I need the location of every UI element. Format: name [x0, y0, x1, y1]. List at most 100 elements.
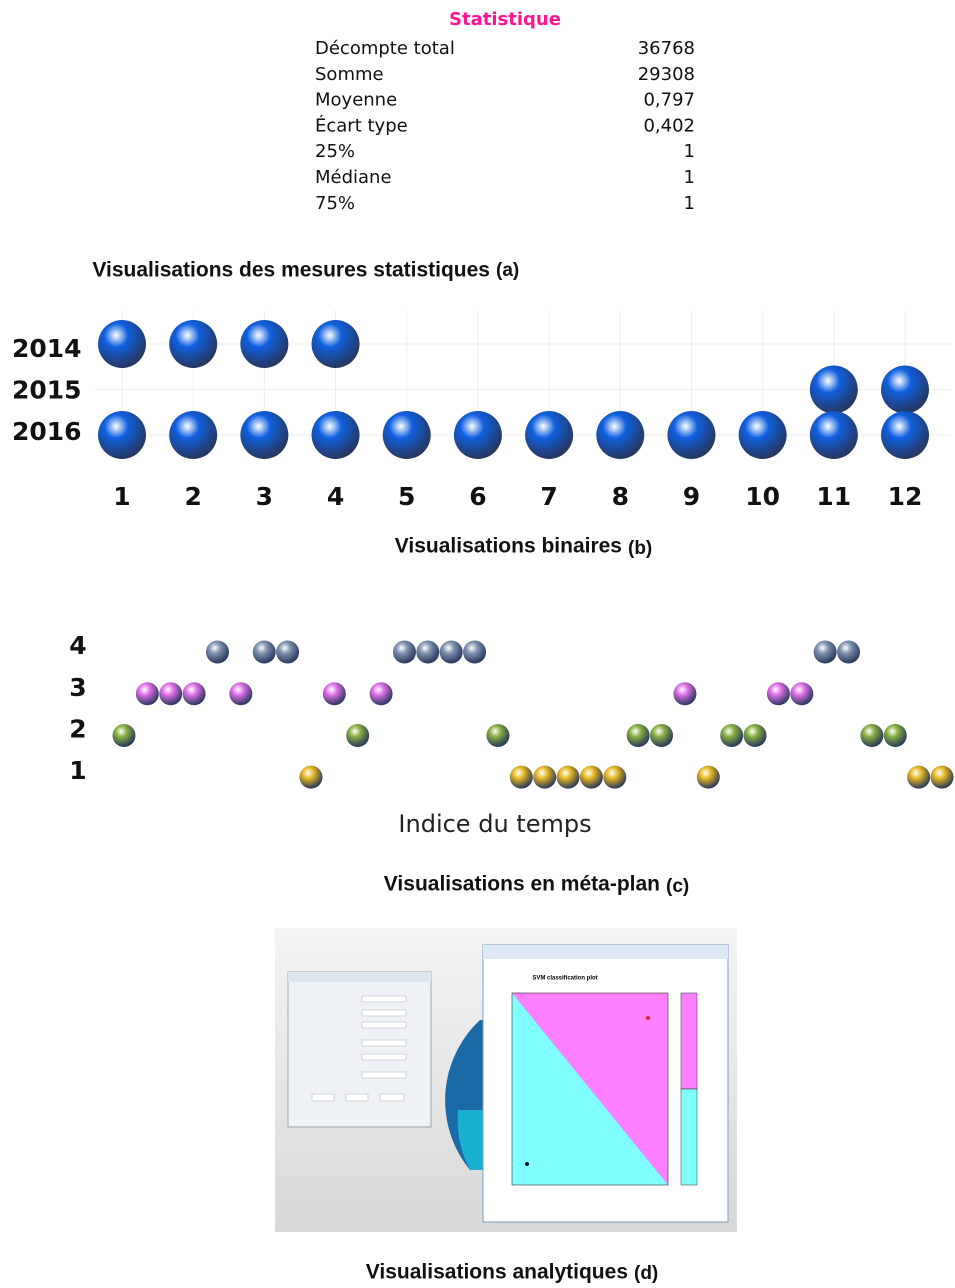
y-tick-label: 2: [69, 714, 86, 743]
plot-titlebar: [483, 945, 728, 959]
dot: [98, 411, 146, 459]
dot: [369, 682, 393, 706]
x-tick-label: 8: [612, 482, 629, 511]
dot: [603, 765, 627, 789]
marker: [525, 1162, 529, 1166]
y-tick-label: 1: [69, 756, 86, 785]
x-tick-label: 4: [327, 482, 344, 511]
row-label: Écart type: [315, 114, 408, 136]
dot: [579, 765, 603, 789]
y-tick-label: 2015: [12, 376, 82, 405]
marker: [646, 1016, 650, 1020]
dot: [809, 365, 858, 414]
row-value: 36768: [638, 38, 695, 59]
dot: [240, 411, 289, 459]
dot: [533, 765, 557, 789]
caption-label: (c): [666, 876, 689, 897]
dot: [766, 682, 790, 706]
x-tick-label: 7: [540, 482, 557, 511]
y-tick-label: 2016: [12, 417, 82, 446]
stats-table: Décompte total 36768 Somme 29308 Moyenne 0,79…: [315, 38, 695, 214]
row-label: Décompte total: [315, 38, 455, 59]
x-tick-label: 11: [816, 482, 851, 511]
dot: [673, 682, 697, 706]
x-tick-label: 9: [683, 482, 700, 511]
dot: [930, 765, 954, 789]
row-label: Médiane: [315, 167, 392, 188]
dot: [159, 682, 183, 706]
dialog-fields: [311, 995, 407, 1102]
row-value: 0,402: [643, 115, 695, 136]
caption-label: (d): [634, 1263, 658, 1284]
dot: [392, 640, 416, 664]
dot: [883, 723, 907, 747]
dot: [299, 765, 323, 789]
dot: [98, 320, 146, 368]
dot: [240, 320, 289, 368]
y-tick-label: 3: [69, 673, 86, 702]
dot: [907, 765, 931, 789]
dot: [252, 640, 276, 664]
dot: [112, 723, 136, 747]
x-tick-label: 6: [469, 482, 486, 511]
dot: [881, 411, 929, 459]
x-tick-label: 3: [256, 482, 273, 511]
colorbar: [680, 1088, 698, 1186]
y-tick-label: 2014: [12, 334, 82, 363]
y-tick-label: 4: [69, 631, 86, 660]
plot-frame: [511, 992, 669, 1186]
dot: [229, 682, 253, 706]
x-tick-label: 2: [184, 482, 201, 511]
caption-label: (a): [496, 260, 519, 281]
dot: [860, 723, 884, 747]
dot: [743, 723, 767, 747]
dot: [696, 765, 720, 789]
screenshot: SVM classification plot: [275, 928, 737, 1232]
caption: Visualisations analytiques: [366, 1261, 628, 1284]
caption: Visualisations en méta-plan: [384, 873, 660, 896]
dot: [626, 723, 650, 747]
row-value: 1: [684, 141, 695, 162]
dot: [738, 411, 787, 459]
dot: [322, 682, 346, 706]
dot: [525, 411, 574, 459]
row-label: Somme: [315, 64, 384, 85]
dialog-titlebar: [288, 972, 431, 982]
dot: [486, 723, 510, 747]
dot: [169, 320, 218, 368]
row-value: 1: [684, 193, 695, 214]
x-axis-label: Indice du temps: [398, 810, 591, 838]
dot: [809, 411, 858, 459]
dot: [509, 765, 533, 789]
dot: [311, 411, 360, 459]
dot: [276, 640, 300, 664]
plot-region: [512, 993, 668, 1185]
plot-title: SVM classification plot: [532, 976, 597, 982]
dot: [650, 723, 674, 747]
dot: [169, 411, 218, 459]
dot: [463, 640, 487, 664]
dot: [382, 411, 431, 459]
x-tick-label: 10: [745, 482, 780, 511]
row-value: 29308: [638, 64, 695, 85]
dot: [439, 640, 463, 664]
caption: Visualisations des mesures statistiques: [92, 259, 490, 282]
dot: [790, 682, 814, 706]
x-tick-label: 12: [888, 482, 923, 511]
dot: [667, 411, 716, 459]
dot: [135, 682, 159, 706]
row-label: 75%: [315, 193, 355, 214]
dot: [453, 411, 502, 459]
dot: [556, 765, 580, 789]
dot: [182, 682, 206, 706]
row-value: 1: [684, 167, 695, 188]
dot: [346, 723, 370, 747]
dot: [416, 640, 440, 664]
pie-fragment: [457, 1110, 483, 1170]
colorbar: [680, 992, 698, 1090]
x-tick-label: 5: [398, 482, 415, 511]
table-header: Statistique: [449, 9, 561, 30]
dot: [311, 320, 360, 368]
caption-label: (b): [628, 538, 652, 559]
